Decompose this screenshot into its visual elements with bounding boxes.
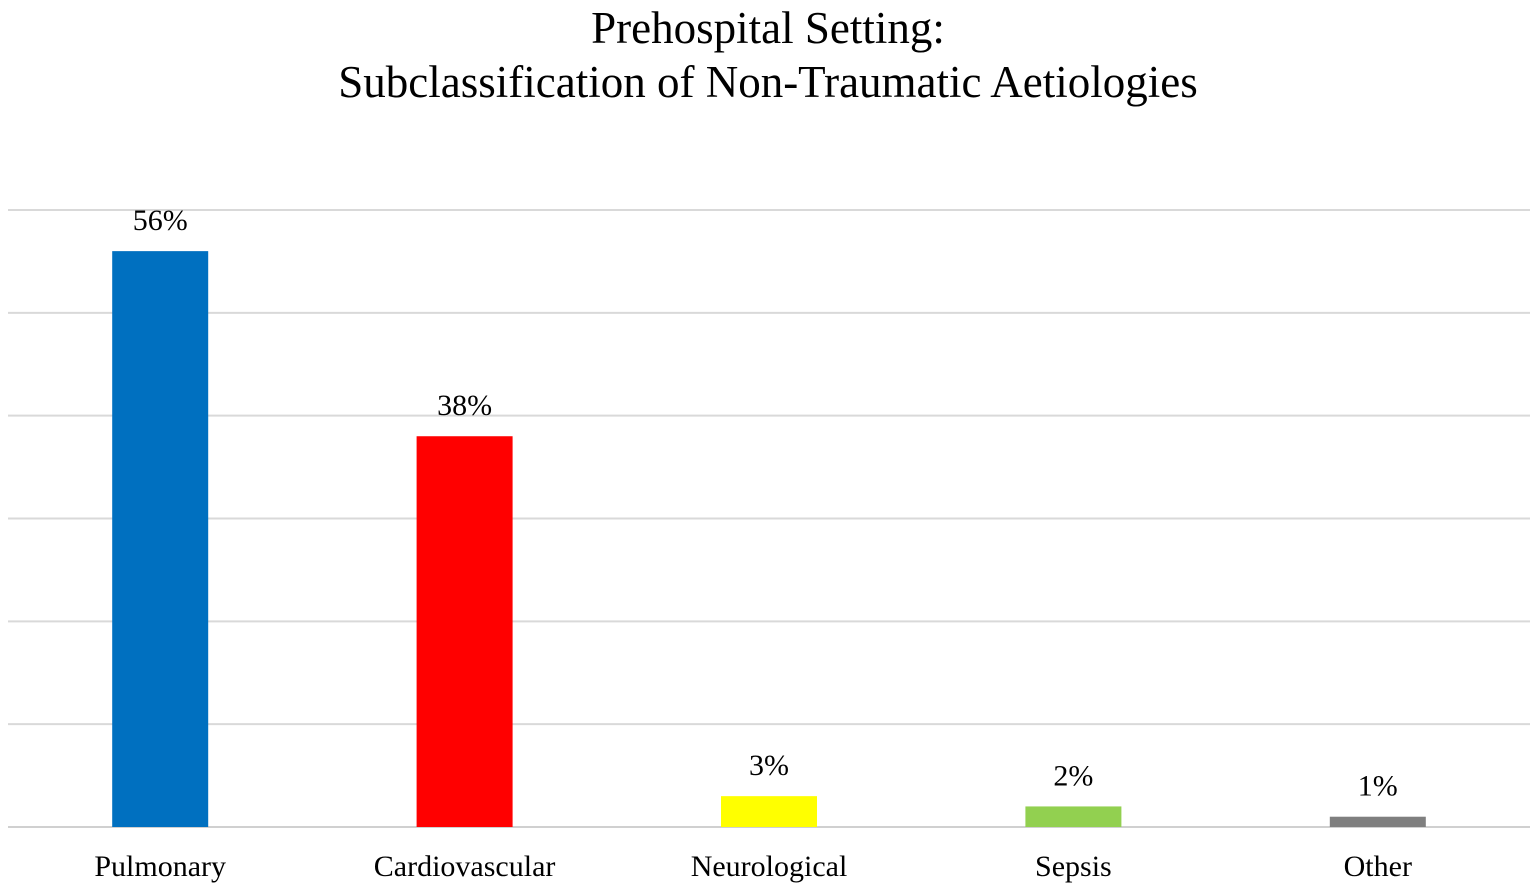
chart-title-line-2: Subclassification of Non-Traumatic Aetio…: [338, 57, 1198, 107]
data-labels: 56% 38% 3% 2% 1%: [133, 204, 1398, 803]
bar-other: [1329, 816, 1426, 827]
chart-title-line-1: Prehospital Setting:: [591, 3, 945, 53]
category-label-cardiovascular: Cardiovascular: [374, 850, 556, 883]
data-label-neurological: 3%: [749, 749, 789, 782]
bar-cardiovascular: [416, 436, 513, 827]
bar-sepsis: [1025, 806, 1122, 827]
category-label-sepsis: Sepsis: [1035, 850, 1112, 883]
data-label-pulmonary: 56%: [133, 204, 188, 237]
bar-neurological: [721, 796, 817, 827]
data-label-other: 1%: [1358, 770, 1398, 803]
category-label-pulmonary: Pulmonary: [94, 850, 226, 883]
bar-pulmonary: [112, 251, 209, 828]
data-label-cardiovascular: 38%: [437, 389, 492, 422]
category-labels: Pulmonary Cardiovascular Neurological Sepsi…: [94, 850, 1412, 883]
data-label-sepsis: 2%: [1053, 759, 1093, 792]
category-label-neurological: Neurological: [691, 850, 848, 883]
category-label-other: Other: [1344, 850, 1412, 883]
gridlines: [8, 209, 1530, 828]
bars: [112, 251, 1426, 828]
